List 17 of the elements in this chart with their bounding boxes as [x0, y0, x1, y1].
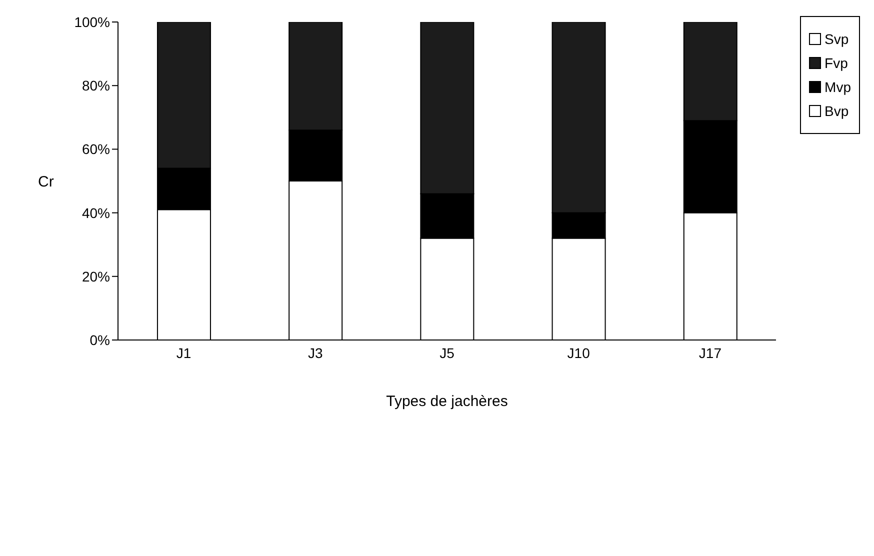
x-tick-label: J5: [440, 344, 455, 361]
y-tick-label: 60%: [82, 141, 110, 158]
y-tick-label: 80%: [82, 78, 110, 94]
legend-label: Bvp: [824, 103, 849, 119]
legend-label: Mvp: [824, 79, 851, 95]
x-tick-label: J17: [698, 344, 722, 361]
legend-label: Svp: [824, 31, 849, 47]
y-tick-label: 20%: [82, 268, 110, 284]
y-tick-label: 40%: [82, 204, 110, 221]
x-tick-label: J10: [567, 344, 590, 361]
x-axis-title: Types de jachères: [386, 393, 508, 410]
x-tick-label: J1: [176, 344, 192, 361]
x-tick-label: J3: [308, 344, 323, 361]
y-axis-title: Cr: [38, 173, 54, 190]
y-tick-label: 0%: [90, 332, 110, 348]
legend-label: Fvp: [824, 55, 848, 71]
y-tick-label: 100%: [74, 14, 110, 30]
